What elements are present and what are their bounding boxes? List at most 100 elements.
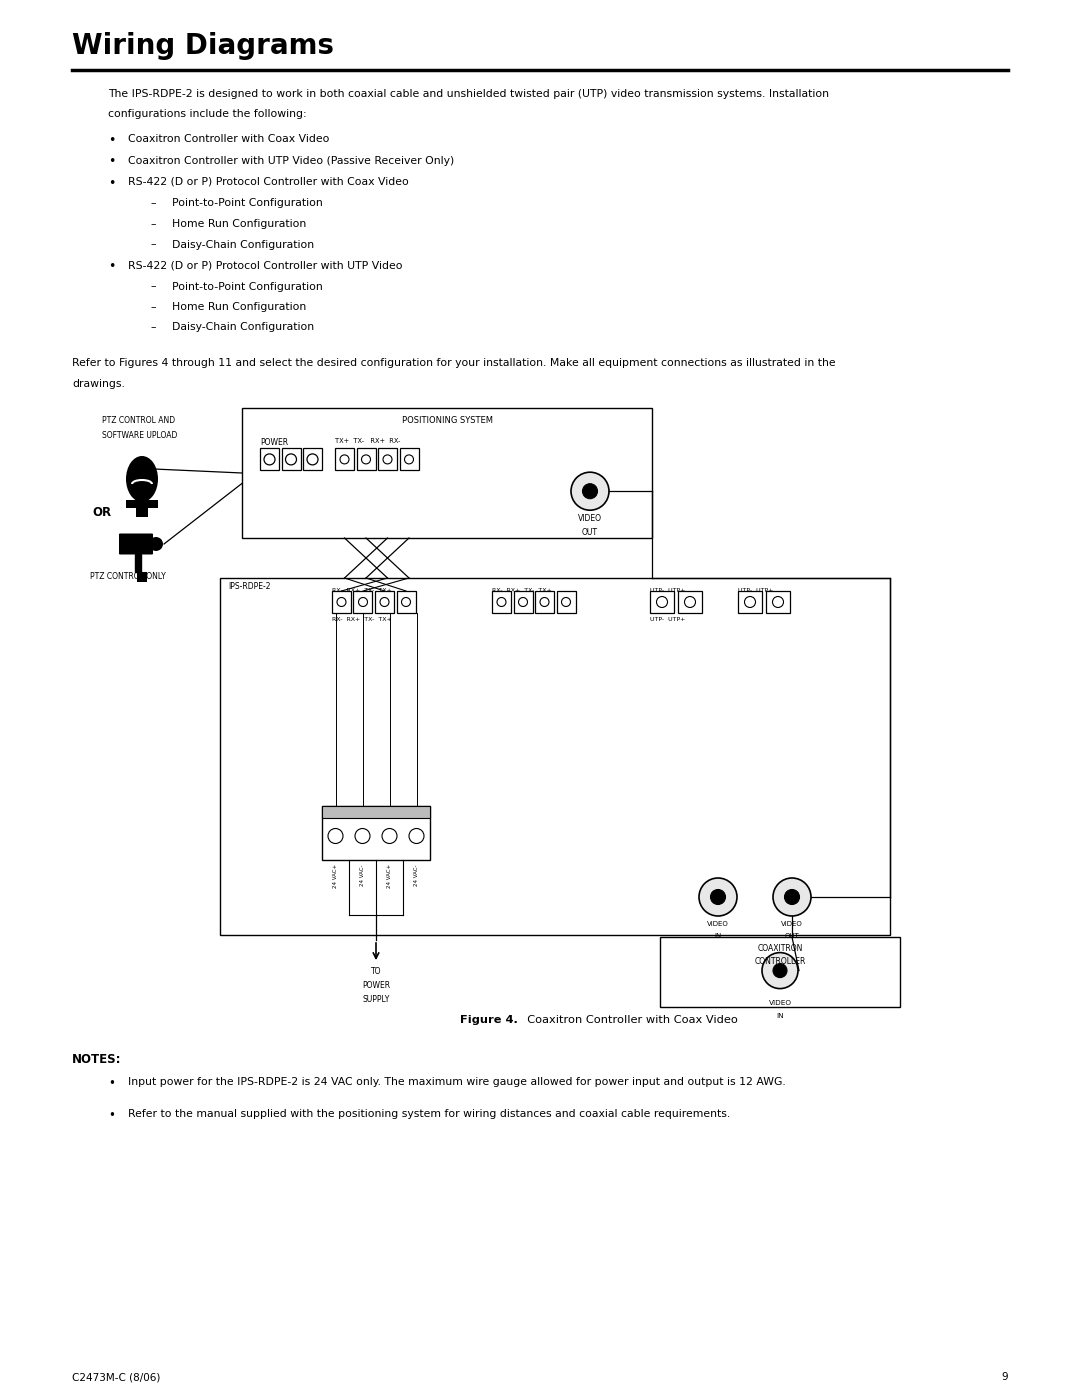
Text: Home Run Configuration: Home Run Configuration [172, 302, 307, 312]
Circle shape [149, 536, 163, 550]
FancyArrow shape [135, 553, 141, 571]
Circle shape [784, 890, 799, 904]
Text: –: – [150, 239, 156, 250]
Text: SUPPLY: SUPPLY [362, 995, 390, 1004]
Text: Refer to Figures 4 through 11 and select the desired configuration for your inst: Refer to Figures 4 through 11 and select… [72, 358, 836, 367]
Text: OUT: OUT [785, 933, 799, 939]
Text: •: • [108, 1077, 114, 1090]
Bar [513, 591, 532, 613]
Text: RX-  RX+  TX-  TX+: RX- RX+ TX- TX+ [492, 588, 552, 592]
Text: Figure 4.: Figure 4. [460, 1016, 518, 1025]
Text: IN: IN [777, 1013, 784, 1018]
Text: RX-  RX+  TX-  TX+: RX- RX+ TX- TX+ [332, 617, 392, 622]
Text: Home Run Configuration: Home Run Configuration [172, 219, 307, 229]
Text: drawings.: drawings. [72, 379, 125, 388]
Text: 24 VAC-: 24 VAC- [414, 863, 419, 886]
Bar [220, 578, 890, 935]
Circle shape [762, 953, 798, 989]
Bar [322, 806, 430, 861]
Text: 24 VAC-: 24 VAC- [360, 863, 365, 886]
Bar [660, 937, 900, 1007]
Bar [375, 591, 394, 613]
Bar [137, 571, 147, 583]
Text: Point-to-Point Configuration: Point-to-Point Configuration [172, 282, 323, 292]
Text: Daisy-Chain Configuration: Daisy-Chain Configuration [172, 239, 314, 250]
Text: IN: IN [714, 933, 721, 939]
Text: –: – [150, 198, 156, 208]
Text: The IPS-RDPE-2 is designed to work in both coaxial cable and unshielded twisted : The IPS-RDPE-2 is designed to work in bo… [108, 89, 829, 99]
Bar [242, 408, 652, 538]
Bar [136, 507, 148, 517]
Text: SOFTWARE UPLOAD: SOFTWARE UPLOAD [102, 432, 177, 440]
Text: •: • [108, 260, 116, 272]
Bar [400, 448, 419, 471]
Bar [322, 806, 430, 819]
Text: TX+  TX-   RX+  RX-: TX+ TX- RX+ RX- [335, 439, 401, 444]
Text: OUT: OUT [582, 528, 598, 538]
Bar [556, 591, 576, 613]
Text: 24 VAC+: 24 VAC+ [387, 863, 392, 888]
Text: •: • [108, 155, 116, 169]
Text: Coaxitron Controller with Coax Video: Coaxitron Controller with Coax Video [129, 134, 329, 144]
Text: UTP-  UTP+: UTP- UTP+ [650, 617, 686, 622]
Circle shape [773, 877, 811, 916]
Text: VIDEO: VIDEO [781, 921, 802, 928]
Text: –: – [150, 219, 156, 229]
Circle shape [571, 472, 609, 510]
Text: POSITIONING SYSTEM: POSITIONING SYSTEM [402, 416, 492, 425]
Bar [766, 591, 789, 613]
Bar [260, 448, 279, 471]
Text: RS-422 (D or P) Protocol Controller with Coax Video: RS-422 (D or P) Protocol Controller with… [129, 177, 408, 187]
Circle shape [711, 890, 726, 904]
FancyBboxPatch shape [119, 534, 153, 555]
Bar [492, 591, 511, 613]
Bar [356, 448, 376, 471]
Text: TO: TO [370, 967, 381, 977]
Bar [353, 591, 373, 613]
Text: PTZ CONTROL ONLY: PTZ CONTROL ONLY [90, 571, 165, 581]
Text: •: • [108, 134, 116, 147]
Text: Daisy-Chain Configuration: Daisy-Chain Configuration [172, 323, 314, 332]
Text: RS-422 (D or P) Protocol Controller with UTP Video: RS-422 (D or P) Protocol Controller with… [129, 260, 403, 270]
Text: Coaxitron Controller with Coax Video: Coaxitron Controller with Coax Video [519, 1016, 738, 1025]
Text: POWER: POWER [260, 439, 288, 447]
Bar [126, 500, 158, 509]
Text: UTP-  UTP+: UTP- UTP+ [738, 588, 773, 592]
Text: 9: 9 [1001, 1372, 1008, 1382]
Bar [335, 448, 354, 471]
Text: Wiring Diagrams: Wiring Diagrams [72, 32, 334, 60]
Bar [303, 448, 322, 471]
Text: POWER: POWER [362, 981, 390, 990]
Bar [378, 448, 397, 471]
Text: •: • [108, 1109, 114, 1122]
Bar [650, 591, 674, 613]
Text: –: – [150, 302, 156, 312]
Text: OR: OR [92, 506, 111, 520]
Text: 24 VAC+: 24 VAC+ [333, 863, 338, 888]
Bar [282, 448, 300, 471]
Ellipse shape [126, 455, 158, 502]
Text: VIDEO: VIDEO [769, 1000, 792, 1006]
Circle shape [773, 964, 787, 978]
Text: RX-  RX+  TX-  TX+: RX- RX+ TX- TX+ [332, 588, 392, 592]
Bar [332, 591, 351, 613]
Text: Point-to-Point Configuration: Point-to-Point Configuration [172, 198, 323, 208]
Text: NOTES:: NOTES: [72, 1053, 121, 1066]
Text: VIDEO: VIDEO [707, 921, 729, 928]
Circle shape [582, 483, 597, 499]
Circle shape [699, 877, 737, 916]
Text: VIDEO: VIDEO [578, 514, 602, 524]
Text: UTP-  UTP+: UTP- UTP+ [650, 588, 686, 592]
Text: •: • [108, 177, 116, 190]
Text: PTZ CONTROL AND: PTZ CONTROL AND [102, 416, 175, 425]
Text: Coaxitron Controller with UTP Video (Passive Receiver Only): Coaxitron Controller with UTP Video (Pas… [129, 155, 455, 165]
Text: –: – [150, 282, 156, 292]
Bar [396, 591, 416, 613]
Text: configurations include the following:: configurations include the following: [108, 109, 307, 119]
Bar [738, 591, 762, 613]
Text: CONTROLLER: CONTROLLER [754, 957, 806, 965]
Text: C2473M-C (8/06): C2473M-C (8/06) [72, 1372, 160, 1382]
Text: Input power for the IPS-RDPE-2 is 24 VAC only. The maximum wire gauge allowed fo: Input power for the IPS-RDPE-2 is 24 VAC… [129, 1077, 786, 1087]
Text: –: – [150, 323, 156, 332]
Bar [678, 591, 702, 613]
